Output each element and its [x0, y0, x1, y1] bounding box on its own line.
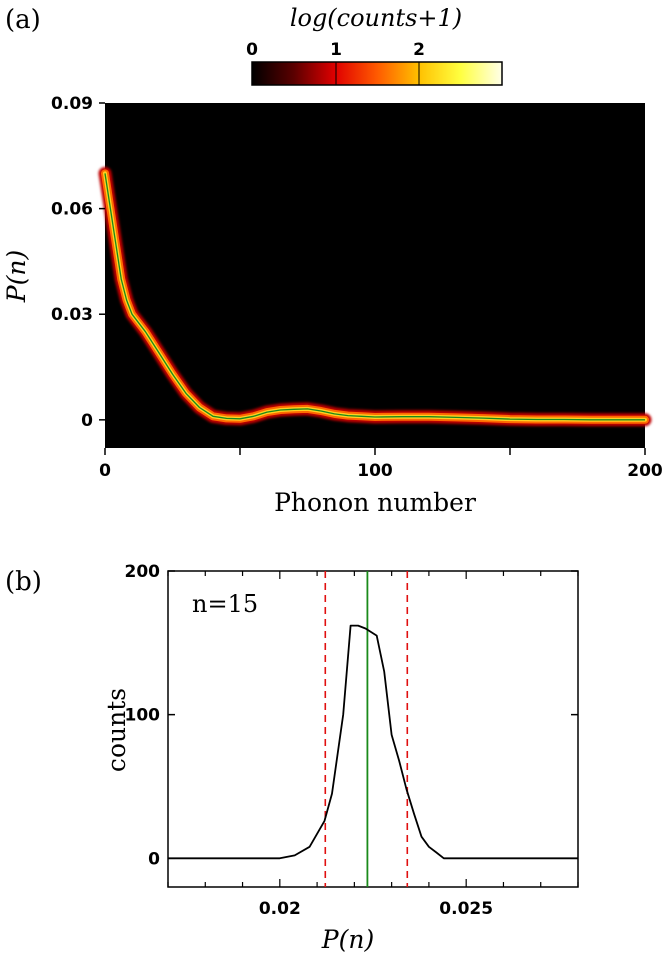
heatmap-axes: 0 0.03 0.06 0.09 0 100 200	[51, 94, 662, 481]
counts-trace	[168, 624, 578, 860]
colorbar-title: log(counts+1)	[290, 4, 462, 32]
x-tick-label: 0	[99, 461, 111, 481]
colorbar-tick-label: 1	[330, 40, 342, 60]
colorbar-tick-label: 2	[413, 40, 425, 60]
histogram-plot: 0 100 200 0.02 0.025 n=15	[125, 562, 579, 919]
heatmap-x-axis-label: Phonon number	[274, 488, 476, 517]
histogram-x-axis-label: P(n)	[321, 925, 374, 954]
panel-b-label: (b)	[5, 567, 42, 597]
y-tick-label: 0	[81, 411, 93, 431]
histogram-annotation: n=15	[192, 590, 258, 618]
y-tick-label: 0.06	[51, 200, 93, 220]
panel-a-label: (a)	[5, 5, 41, 35]
x-tick-label: 0.02	[259, 899, 301, 919]
y-tick-label: 0.03	[51, 305, 93, 325]
colorbar-tick-label: 0	[246, 40, 258, 60]
x-tick-label: 0.025	[439, 899, 493, 919]
histogram-axes: 0 100 200 0.02 0.025	[125, 562, 579, 919]
heatmap-background	[105, 103, 645, 448]
heatmap-plot: 0 0.03 0.06 0.09 0 100 200	[51, 94, 662, 481]
y-tick-label: 0.09	[51, 94, 93, 114]
colorbar-gradient	[251, 61, 503, 86]
x-tick-label: 200	[627, 461, 662, 481]
histogram-frame	[167, 570, 579, 888]
mean-curve	[104, 173, 645, 421]
x-tick-label: 100	[357, 461, 393, 481]
heatmap-y-axis-label: P(n)	[2, 250, 31, 303]
y-tick-label: 200	[125, 562, 161, 582]
colorbar: 0 1 2	[246, 40, 503, 86]
y-tick-label: 100	[125, 706, 161, 726]
histogram-y-axis-label: counts	[102, 688, 131, 772]
y-tick-label: 0	[148, 849, 160, 869]
